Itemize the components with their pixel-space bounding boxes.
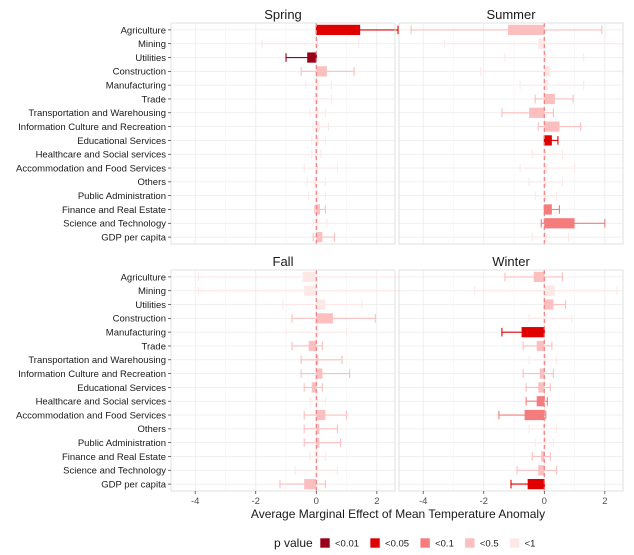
y-tick-label: Accommodation and Food Services [16,163,166,174]
y-tick-label: Healthcare and Social services [36,397,167,408]
y-tick-label: Public Administration [78,191,166,202]
y-tick-label: Utilities [135,53,166,64]
x-tick-label: 0 [542,496,547,507]
legend-swatch [509,537,520,549]
y-tick-label: Healthcare and Social services [36,150,167,161]
panel-border [170,269,396,492]
x-axis-title: Average Marginal Effect of Mean Temperat… [251,507,545,521]
legend-swatch [319,537,331,549]
y-tick-label: Science and Technology [63,219,166,230]
strip-background [171,5,395,23]
legend-label: <0.5 [480,539,499,550]
y-tick-label: Trade [142,341,166,352]
strip-background [399,252,623,270]
strip-background [171,252,395,270]
y-tick-label: Manufacturing [106,328,166,339]
panel-background [171,23,395,244]
y-tick-label: Educational Services [77,136,166,147]
legend-swatch [464,537,476,549]
panel-border [398,22,624,245]
panel-fall: Fall Agriculture Mining Utilities Constructi… [16,252,408,507]
y-tick-label: Utilities [135,300,166,311]
y-tick-label: Agriculture [121,25,166,36]
panel-border [398,269,624,492]
x-tick-label: 0 [314,496,319,507]
panel-winter: Winter -4 -2 0 2 [398,252,624,507]
y-tick-label: GDP per capita [101,479,166,490]
y-tick-label: Mining [138,39,166,50]
y-tick-label: Others [137,177,166,188]
y-tick-label: Manufacturing [106,81,166,92]
strip-title: Summer [486,7,536,22]
legend-item: <0.5 [464,537,499,550]
x-tick-label: -2 [480,496,488,507]
y-tick-label: Trade [142,94,166,105]
y-tick-label: Science and Technology [63,466,166,477]
legend-title: p value [274,536,313,550]
x-tick-label: -4 [419,496,427,507]
legend-label: <0.1 [435,539,454,550]
legend-item: <0.1 [419,537,454,550]
y-tick-label: Others [137,424,166,435]
panel-background [399,270,623,491]
legend-label: <1 [525,539,536,550]
x-tick-label: -2 [252,496,260,507]
x-tick-label: 2 [374,496,379,507]
panel-border [170,22,396,245]
legend-item: <0.01 [319,537,359,550]
panel-summer: Summer [398,5,624,245]
legend: p value <0.01 <0.05 <0.1 <0.5 <1 [274,536,535,550]
y-tick-label: Public Administration [78,438,166,449]
y-tick-label: Transportation and Warehousing [28,355,166,366]
x-tick-label: -4 [191,496,199,507]
strip-title: Winter [492,254,530,269]
y-tick-label: Transportation and Warehousing [28,108,166,119]
legend-label: <0.01 [335,539,359,550]
legend-swatch [369,537,381,549]
y-tick-label: GDP per capita [101,232,166,243]
strip-title: Spring [264,7,302,22]
panel-spring: Spring Agriculture Mining Utilities Construc… [16,5,399,245]
legend-label: <0.05 [385,539,409,550]
legend-item: <0.05 [369,537,409,550]
legend-item: <1 [509,537,536,550]
y-tick-label: Accommodation and Food Services [16,410,166,421]
y-tick-label: Information Culture and Recreation [18,122,166,133]
y-tick-label: Finance and Real Estate [62,205,166,216]
panels-group: Spring Agriculture Mining Utilities Construc… [16,5,624,507]
y-tick-label: Educational Services [77,383,166,394]
panel-background [399,23,623,244]
y-tick-label: Construction [113,67,166,78]
strip-title: Fall [273,254,294,269]
y-tick-label: Finance and Real Estate [62,452,166,463]
y-tick-label: Mining [138,286,166,297]
strip-background [399,5,623,23]
y-tick-label: Information Culture and Recreation [18,369,166,380]
x-tick-label: 2 [602,496,607,507]
y-tick-label: Construction [113,314,166,325]
legend-swatch [419,537,431,549]
y-tick-label: Agriculture [121,272,166,283]
